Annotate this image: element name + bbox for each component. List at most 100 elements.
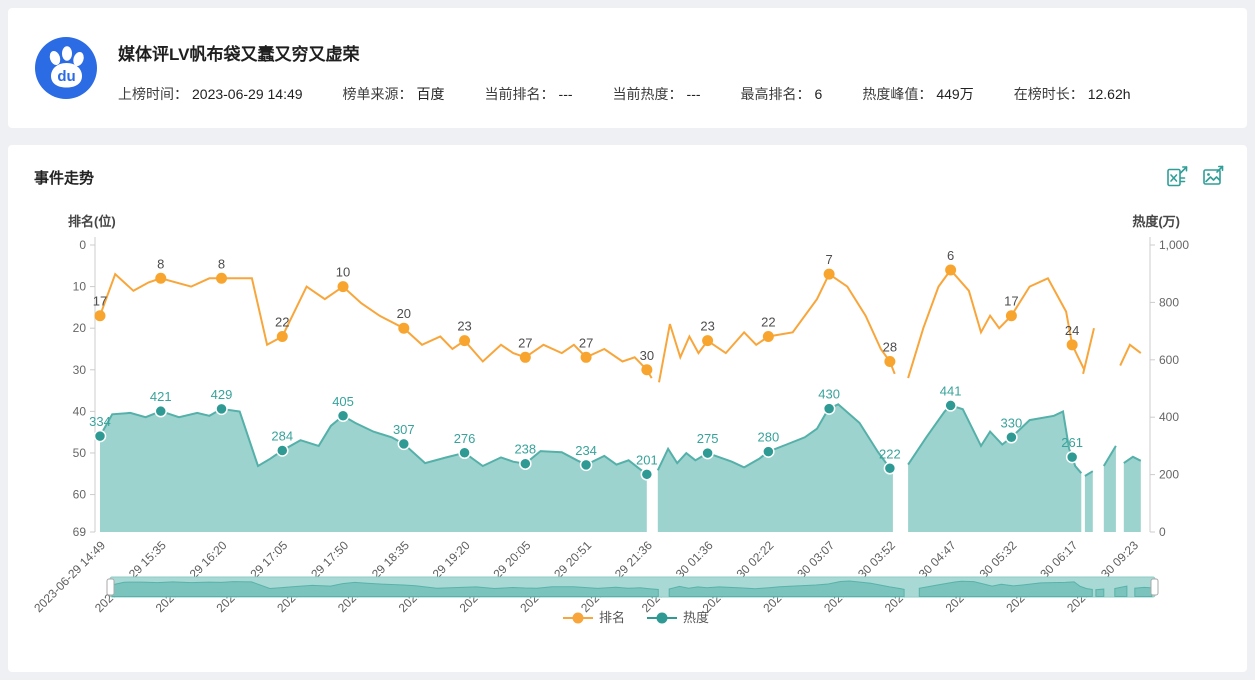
rank-label: 7: [826, 252, 833, 267]
datazoom-handle-left[interactable]: [106, 578, 115, 596]
datazoom-slider[interactable]: [106, 576, 1159, 598]
rank-label: 27: [579, 335, 593, 350]
heat-marker[interactable]: [458, 446, 471, 460]
heat-label: 330: [1001, 415, 1023, 430]
rank-label: 17: [93, 294, 107, 309]
export-excel-icon[interactable]: [1165, 165, 1189, 189]
legend-item-heat[interactable]: 热度: [647, 610, 709, 625]
rank-marker[interactable]: [762, 331, 774, 343]
heat-marker[interactable]: [762, 445, 775, 458]
event-trend-card: 事件走势 排名(位) 热度(万) 0 10 20 30 40 50 60 69 0 20: [8, 145, 1247, 672]
heat-label: 441: [940, 383, 962, 398]
heat-series: 334 421 429 284 405 307 276 238 234 201 275 280 430 2…: [89, 383, 1142, 532]
rank-marker[interactable]: [155, 272, 167, 284]
heat-marker[interactable]: [1005, 431, 1018, 444]
baidu-logo: du: [35, 37, 97, 99]
heat-marker[interactable]: [579, 458, 593, 472]
rank-marker[interactable]: [702, 335, 714, 347]
chart-header: 事件走势: [8, 145, 1247, 189]
heat-marker[interactable]: [276, 444, 289, 457]
rank-series: 17 8 8 22 10 20 23 27 27 30 23 22 7 28 6 17 24: [93, 248, 1142, 383]
rank-marker[interactable]: [580, 351, 592, 363]
rank-marker[interactable]: [519, 351, 531, 363]
rank-label: 10: [336, 265, 350, 280]
heat-label: 222: [879, 446, 901, 461]
meta-duration: 在榜时长： 12.62h: [1013, 86, 1131, 102]
section-title: 事件走势: [34, 169, 95, 187]
rank-label: 22: [275, 315, 289, 330]
heat-label: 201: [636, 452, 658, 467]
heat-label: 238: [514, 442, 536, 457]
rank-marker[interactable]: [945, 264, 957, 276]
heat-marker[interactable]: [336, 409, 350, 423]
baidu-logo-text: du: [57, 68, 75, 85]
svg-text:1,000: 1,000: [1159, 238, 1189, 252]
heat-label: 429: [211, 387, 233, 402]
svg-text:10: 10: [73, 280, 87, 294]
rank-label: 24: [1065, 323, 1079, 338]
rank-marker[interactable]: [459, 335, 471, 347]
heat-marker[interactable]: [519, 457, 532, 470]
svg-text:200: 200: [1159, 468, 1179, 482]
rank-marker[interactable]: [641, 364, 653, 376]
rank-marker[interactable]: [823, 268, 835, 280]
svg-text:400: 400: [1159, 410, 1179, 424]
heat-marker[interactable]: [944, 399, 957, 412]
chart-actions: [1165, 165, 1225, 189]
legend-item-rank[interactable]: 排名: [563, 610, 625, 625]
heat-marker[interactable]: [822, 402, 836, 415]
heat-label: 421: [150, 389, 172, 404]
heat-label: 276: [454, 431, 476, 446]
rank-label: 6: [947, 248, 954, 263]
rank-label: 23: [457, 319, 471, 334]
rank-marker[interactable]: [216, 272, 228, 284]
svg-text:20: 20: [73, 321, 87, 335]
svg-text:69: 69: [73, 525, 87, 539]
rank-label: 8: [157, 256, 164, 271]
heat-marker[interactable]: [1065, 450, 1079, 464]
svg-text:热度: 热度: [683, 610, 709, 625]
svg-text:0: 0: [79, 238, 86, 252]
export-image-icon[interactable]: [1201, 165, 1225, 189]
rank-marker[interactable]: [94, 310, 106, 322]
heat-marker[interactable]: [397, 437, 411, 451]
event-header-card: du 媒体评LV帆布袋又蠢又穷又虚荣 上榜时间： 2023-06-29 14:49…: [8, 8, 1247, 128]
heat-label: 234: [575, 443, 597, 458]
rank-label: 20: [397, 306, 411, 321]
rank-marker[interactable]: [884, 355, 896, 367]
rank-marker[interactable]: [276, 331, 288, 343]
right-axis-name: 热度(万): [1132, 214, 1180, 229]
heat-label: 405: [332, 394, 354, 409]
meta-heat-peak: 热度峰值： 449万: [862, 86, 974, 102]
rank-label: 30: [640, 348, 654, 363]
trend-chart: 排名(位) 热度(万) 0 10 20 30 40 50 60 69 0 200 400 600 800 1,…: [31, 214, 1189, 625]
axes: 排名(位) 热度(万) 0 10 20 30 40 50 60 69 0 200 400 600 800 1,…: [68, 214, 1189, 539]
left-axis-name: 排名(位): [68, 214, 116, 229]
heat-marker[interactable]: [93, 429, 107, 443]
rank-marker[interactable]: [398, 322, 410, 334]
meta-current-heat: 当前热度： ---: [612, 86, 701, 102]
svg-text:50: 50: [73, 446, 87, 460]
heat-label: 261: [1061, 435, 1083, 450]
meta-current-rank: 当前排名： ---: [484, 86, 573, 102]
svg-text:30: 30: [73, 363, 87, 377]
svg-text:40: 40: [73, 404, 87, 418]
legend: 排名 热度: [563, 610, 709, 625]
rank-label: 17: [1004, 294, 1018, 309]
heat-label: 334: [89, 414, 111, 429]
rank-label: 23: [700, 319, 714, 334]
datazoom-handle-right[interactable]: [1150, 578, 1159, 596]
rank-marker[interactable]: [1066, 339, 1078, 351]
event-meta-row: 上榜时间： 2023-06-29 14:49 榜单来源： 百度 当前排名： --- 当…: [118, 84, 1131, 104]
heat-marker[interactable]: [701, 446, 714, 460]
heat-marker[interactable]: [215, 402, 228, 416]
heat-marker[interactable]: [154, 404, 168, 418]
heat-marker[interactable]: [640, 468, 654, 481]
rank-label: 28: [883, 339, 897, 354]
svg-text:600: 600: [1159, 353, 1179, 367]
rank-marker[interactable]: [337, 281, 349, 293]
heat-marker[interactable]: [883, 462, 897, 475]
rank-marker[interactable]: [1005, 310, 1017, 322]
svg-text:60: 60: [73, 488, 87, 502]
event-title: 媒体评LV帆布袋又蠢又穷又虚荣: [118, 45, 360, 64]
